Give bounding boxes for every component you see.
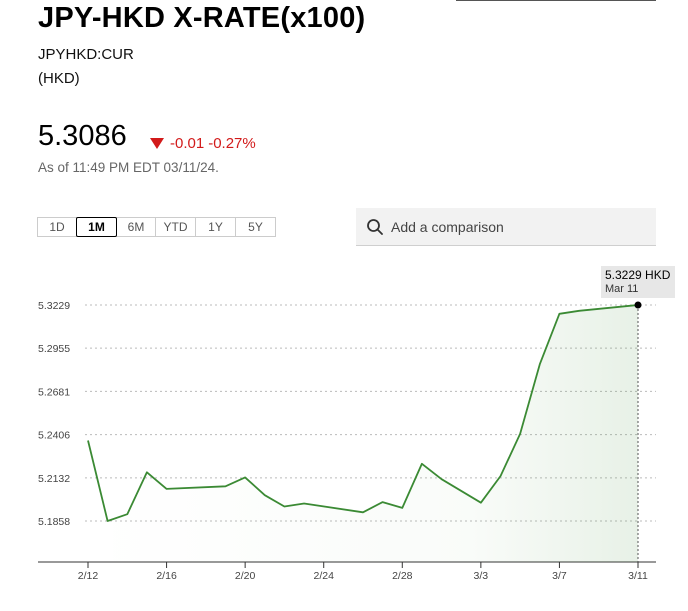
x-tick-label: 3/7: [552, 570, 567, 582]
x-tick-label: 2/28: [392, 570, 413, 582]
top-divider: [456, 0, 656, 1]
range-tabs: 1D 1M 6M YTD 1Y 5Y: [37, 217, 276, 237]
price-area: [88, 305, 638, 562]
price-line: [87, 304, 639, 522]
comparison-search[interactable]: [356, 208, 656, 246]
tooltip-value: 5.3229 HKD: [605, 268, 671, 282]
down-triangle-icon: [150, 138, 164, 149]
ticker-symbol: JPYHKD:CUR: [38, 46, 134, 63]
comparison-input[interactable]: [389, 217, 643, 236]
x-tick-label: 2/16: [156, 570, 177, 582]
tab-5y[interactable]: 5Y: [235, 217, 276, 237]
tab-1m[interactable]: 1M: [76, 217, 117, 237]
hover-tooltip: 5.3229 HKD Mar 11: [601, 266, 675, 298]
x-tick-label: 3/3: [474, 570, 489, 582]
last-point-marker[interactable]: [634, 301, 642, 309]
tooltip-date: Mar 11: [605, 283, 639, 295]
y-tick-label: 5.2955: [38, 343, 70, 355]
page-title: JPY-HKD X-RATE(x100): [38, 2, 366, 34]
tab-ytd[interactable]: YTD: [155, 217, 196, 237]
price-change: -0.01 -0.27%: [150, 135, 256, 152]
x-tick-label: 2/24: [313, 570, 334, 582]
current-price: 5.3086: [38, 120, 127, 152]
y-tick-label: 5.1858: [38, 516, 70, 528]
y-tick-label: 5.2132: [38, 473, 70, 485]
search-icon: [366, 218, 384, 236]
y-tick-label: 5.2406: [38, 430, 70, 442]
x-tick-label: 3/11: [628, 570, 648, 582]
y-tick-label: 5.3229: [38, 300, 70, 312]
x-tick-label: 2/12: [78, 570, 99, 582]
as-of-timestamp: As of 11:49 PM EDT 03/11/24.: [38, 160, 219, 175]
change-value: -0.01: [170, 135, 205, 152]
y-tick-label: 5.2681: [38, 386, 70, 398]
tab-6m[interactable]: 6M: [116, 217, 156, 237]
currency-label: (HKD): [38, 70, 80, 87]
tab-1y[interactable]: 1Y: [195, 217, 236, 237]
change-percent: -0.27%: [208, 135, 256, 152]
x-tick-label: 2/20: [235, 570, 256, 582]
tab-1d[interactable]: 1D: [37, 217, 77, 237]
